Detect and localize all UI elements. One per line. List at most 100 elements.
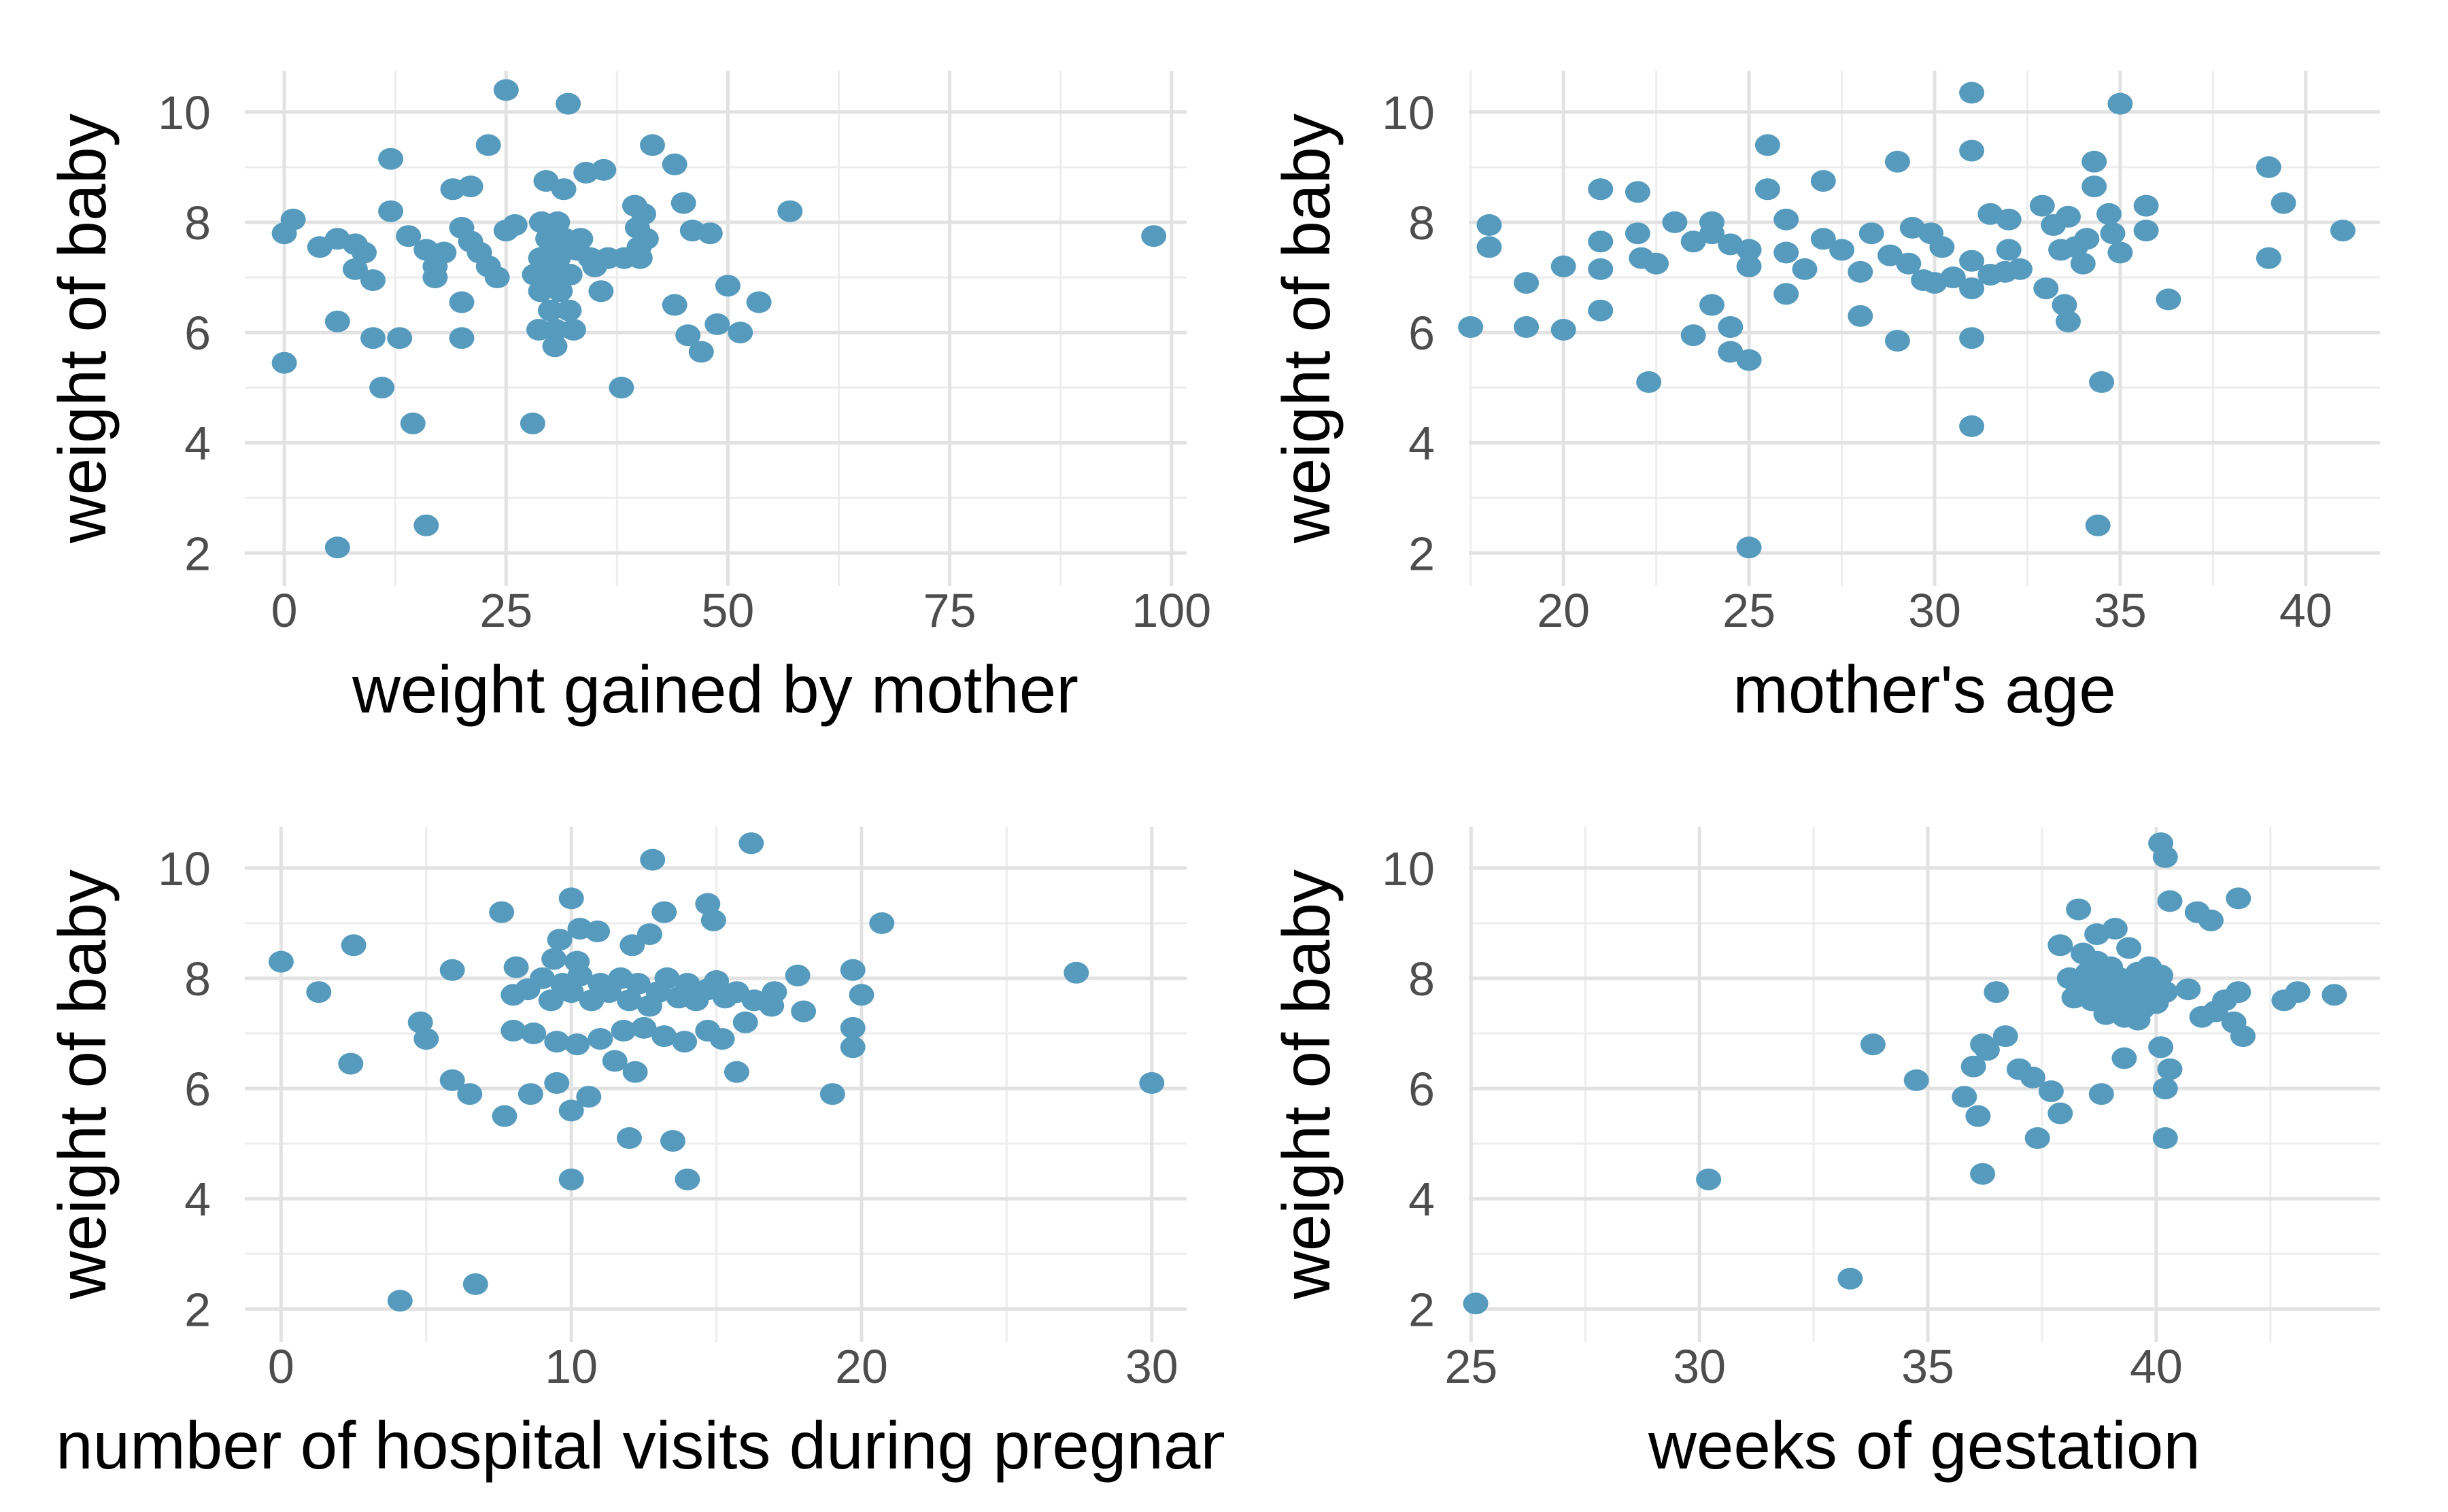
data-point [636,923,662,946]
data-point [715,275,741,297]
data-point [762,981,787,1003]
data-point [1974,1039,2000,1061]
data-point [517,1083,543,1105]
scatter-chart-mothers-age: 20 25 30 35 40 2 4 6 8 10 mother's age weight of… [1269,71,2380,727]
x-tick-label: 20 [1537,584,1590,637]
data-point [493,79,519,101]
data-point [1996,239,2022,261]
data-point [709,1028,735,1050]
data-point [2125,1008,2151,1031]
data-point [631,1016,657,1039]
data-point [1141,225,1167,247]
data-point [1773,208,1799,230]
data-point [2330,220,2356,242]
data-point [585,921,611,942]
data-point [1959,82,1985,104]
data-point [492,1105,517,1127]
data-point [324,536,350,559]
data-point [1959,415,1985,437]
data-point [500,1020,526,1042]
data-point [557,264,583,286]
data-point [662,153,687,175]
data-point [1514,272,1540,294]
plot-weeks-gestation: 25 30 35 40 2 4 6 8 10 weeks of gestation weigh… [1224,756,2448,1512]
y-tick-label: 2 [1408,527,1435,580]
data-point [1625,222,1650,245]
data-point [2256,156,2281,178]
x-tick-labels: 0 10 20 30 [268,1340,1178,1393]
data-point [1476,214,1502,236]
data-point [2024,1127,2050,1149]
y-tick-label: 8 [184,196,211,250]
data-point [544,1072,570,1094]
data-point [520,412,545,434]
data-point [396,225,422,247]
data-point [567,964,593,986]
data-point [2096,203,2122,225]
data-points [1458,82,2356,559]
data-point [1458,316,1484,338]
data-point [530,967,555,989]
data-point [1984,981,2009,1003]
data-point [1588,258,1614,280]
x-tick-labels: 0 25 50 75 100 [271,584,1212,637]
data-point [2048,239,2074,261]
x-tick-label: 30 [1125,1340,1178,1393]
data-point [654,967,680,989]
data-point [457,1083,483,1105]
data-point [503,956,529,978]
data-point [521,1023,547,1044]
data-point [360,327,386,349]
y-tick-labels: 2 4 6 8 10 [158,842,211,1337]
x-tick-label: 25 [1722,584,1775,637]
data-point [2148,964,2174,986]
gridlines-minor [1469,71,2380,586]
data-point [1858,222,1884,245]
data-point [1960,1055,1986,1078]
data-point [840,1016,866,1039]
data-point [619,934,645,957]
data-point [2102,918,2128,940]
data-point [1476,236,1502,258]
data-point [547,239,572,261]
data-point [617,989,642,1012]
data-point [2152,1127,2178,1149]
data-point [1625,181,1650,203]
y-tick-label: 8 [1408,196,1435,250]
y-tick-label: 4 [1408,1173,1435,1226]
data-point [2056,310,2081,332]
data-point [1996,208,2022,230]
data-point [541,948,567,970]
data-point [1588,178,1614,201]
data-point [1696,1168,1722,1190]
data-point [400,412,426,434]
data-point [1959,327,1985,349]
data-point [341,934,367,957]
data-point [662,294,687,316]
data-point [528,280,554,303]
data-point [732,1011,758,1033]
data-point [2157,1058,2183,1080]
scatter-chart-hospital-visits: 0 10 20 30 2 4 6 8 10 number of hospital visits… [45,827,1224,1483]
x-tick-label: 30 [1908,584,1961,637]
data-point [1810,228,1836,250]
y-tick-label: 10 [1382,842,1435,895]
data-point [538,989,564,1012]
data-point [271,351,297,374]
gridlines-minor [1469,827,2380,1342]
x-tick-label: 75 [923,584,976,637]
data-point [547,929,573,951]
data-point [2152,846,2178,868]
x-tick-label: 25 [479,584,532,637]
data-point [1829,239,1855,261]
data-point [1699,211,1724,233]
x-axis-title: weight gained by mother [352,652,1078,727]
data-point [675,973,700,995]
data-point [502,214,528,236]
data-point [840,1036,866,1059]
data-point [413,514,439,536]
data-point [2085,514,2111,536]
data-point [1139,1072,1165,1094]
data-point [560,319,586,341]
